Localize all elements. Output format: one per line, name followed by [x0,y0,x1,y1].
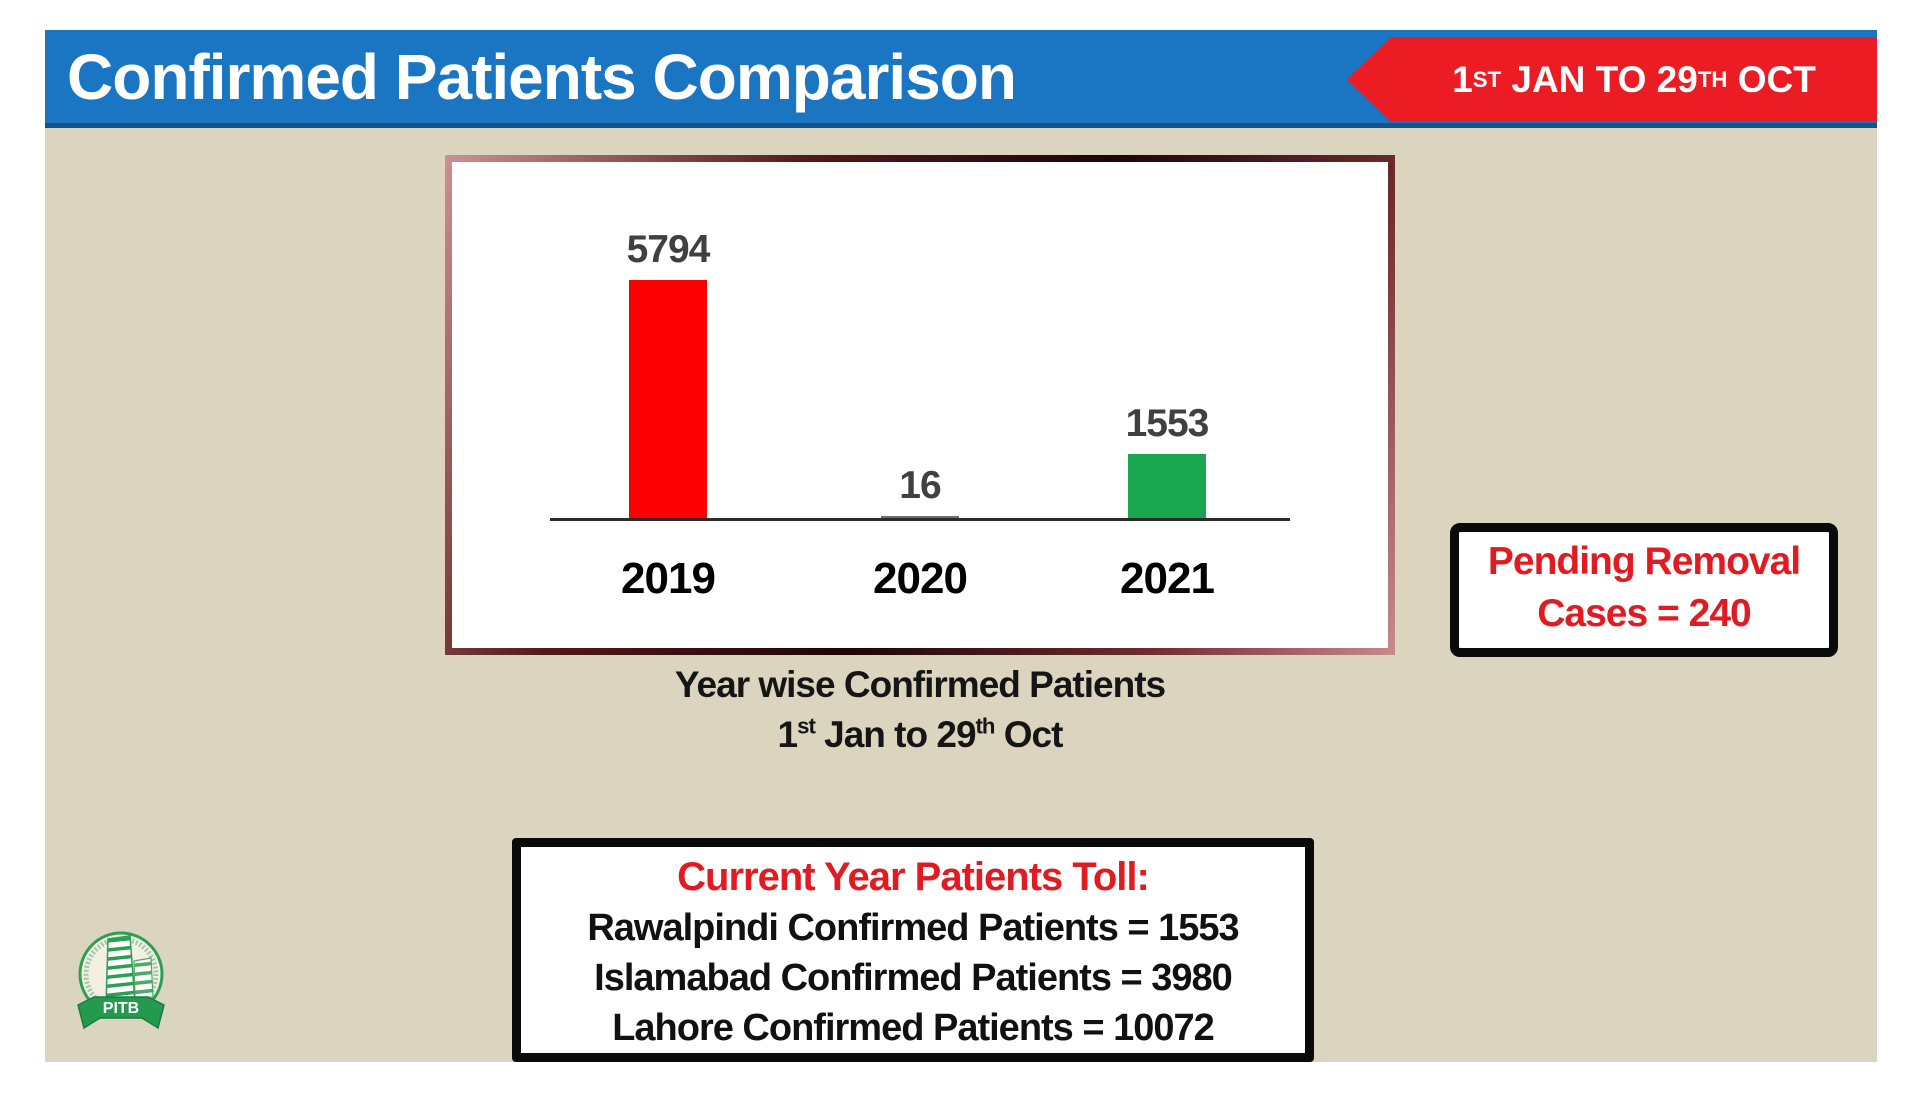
x-axis-label-2019: 2019 [621,554,716,603]
chart-caption: Year wise Confirmed Patients 1st Jan to … [445,660,1395,760]
chart-caption-line1: Year wise Confirmed Patients [674,664,1166,705]
svg-text:PITB: PITB [103,1000,139,1017]
caption-text-part: 1 [777,714,799,755]
x-axis-label-2020: 2020 [873,554,968,603]
pending-removal-line1: Pending Removal [1487,540,1801,583]
page-title: Confirmed Patients Comparison [67,40,1017,113]
toll-line-islamabad: Islamabad Confirmed Patients = 3980 [594,957,1233,999]
caption-text-part: Jan to 29 [814,714,976,755]
bar-2020 [881,516,959,518]
chart-caption-line2: 1st Jan to 29th Oct [445,710,1395,760]
x-axis-label-2021: 2021 [1120,554,1215,603]
caption-superscript: th [975,713,996,739]
chart-frame: 5794 2019 16 2020 1553 2021 [445,155,1395,655]
x-axis-line [550,518,1290,521]
toll-line-lahore: Lahore Confirmed Patients = 10072 [612,1007,1215,1049]
bar-2021 [1128,454,1206,518]
bar-2019 [629,280,707,518]
toll-line-rawalpindi: Rawalpindi Confirmed Patients = 1553 [587,907,1239,949]
header-bar: Confirmed Patients Comparison 1 ST JAN TO… [45,30,1877,128]
bar-value-label-2020: 16 [899,464,941,507]
pending-removal-line2: Cases = 240 [1537,592,1751,635]
bar-value-label-2021: 1553 [1125,402,1210,445]
caption-text-part: Oct [994,714,1064,755]
pending-removal-box: Pending Removal Cases = 240 [1450,523,1838,657]
plot-area: 5794 2019 16 2020 1553 2021 [452,162,1388,648]
toll-box-title: Current Year Patients Toll: [677,855,1150,899]
date-range-badge: 1 ST JAN TO 29 TH OCT [1347,37,1877,122]
pitb-logo: PITB [66,929,176,1043]
pitb-logo-emblem-icon: PITB [77,931,165,1030]
bar-value-label-2019: 5794 [626,228,711,271]
current-year-toll-box: Current Year Patients Toll: Rawalpindi C… [512,838,1314,1062]
badge-text-part: OCT [1727,58,1816,100]
caption-superscript: st [797,713,816,739]
badge-text-part: JAN TO 29 [1501,58,1698,100]
badge-text-part: 1 [1452,58,1473,100]
